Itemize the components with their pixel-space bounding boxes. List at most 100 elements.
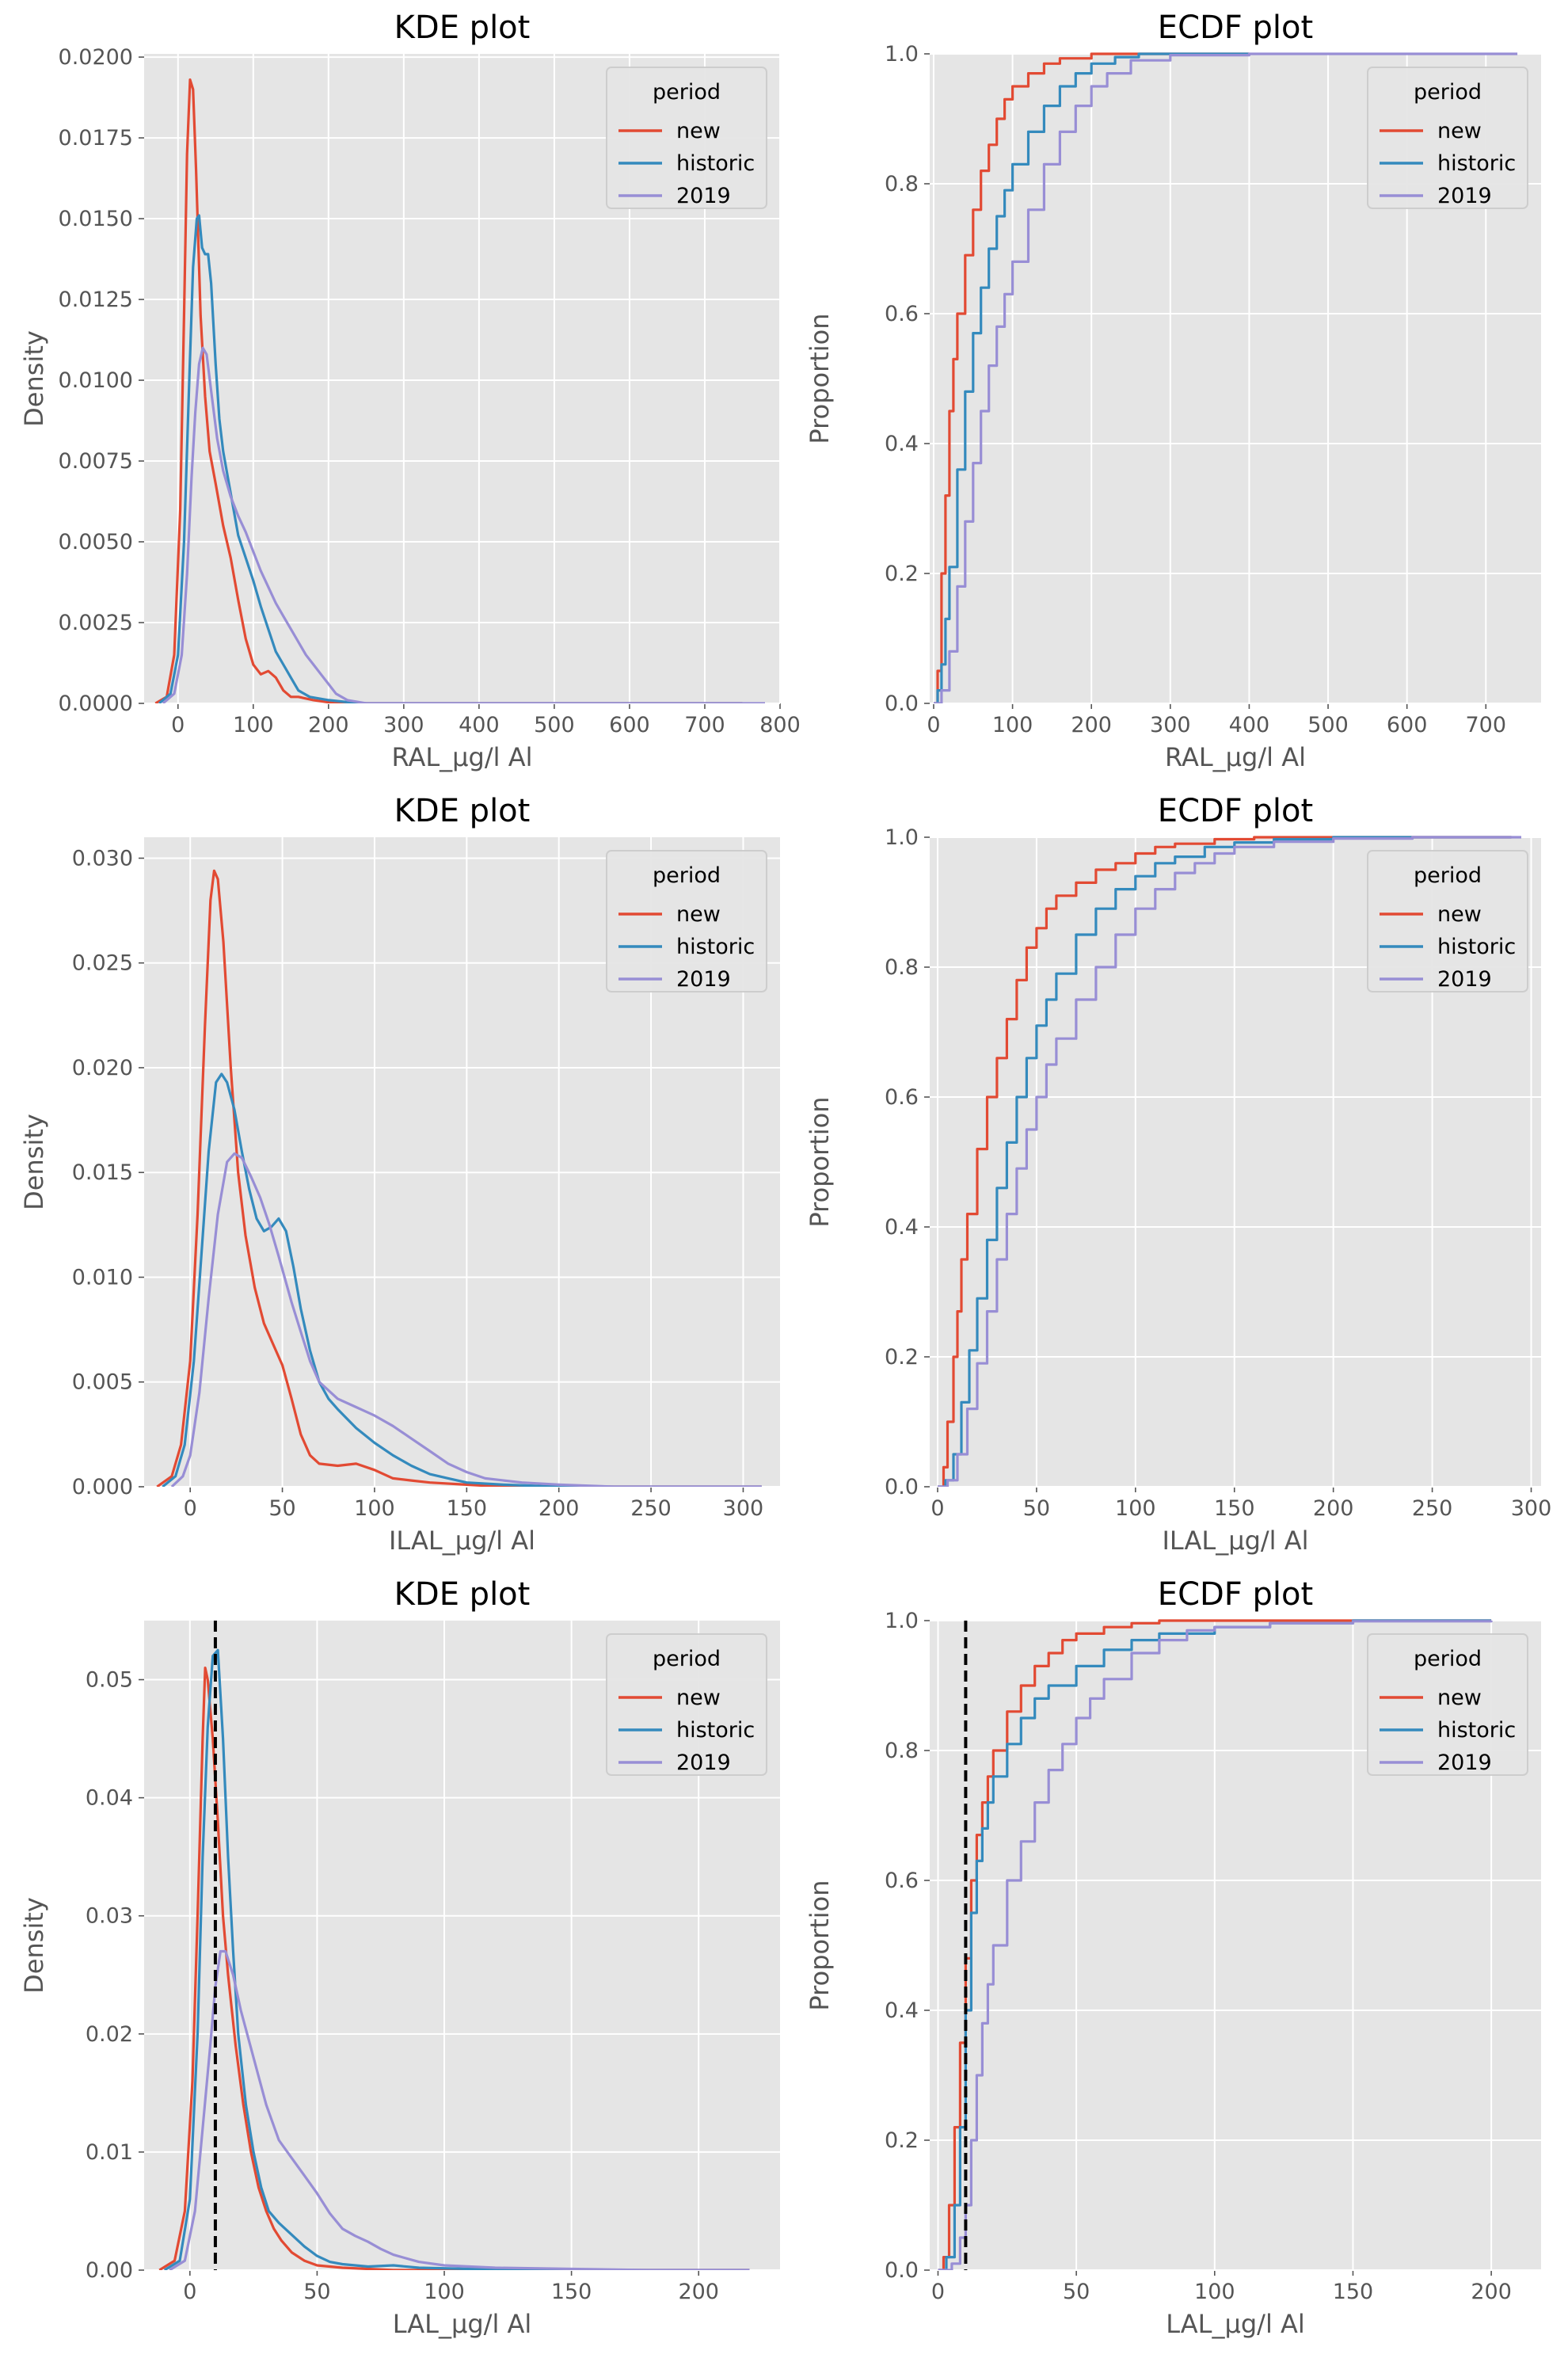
- x-tick-label: 0: [931, 1496, 944, 1521]
- y-axis-label: Proportion: [805, 1096, 835, 1227]
- x-axis-label: RAL_µg/l Al: [392, 742, 533, 772]
- legend: period new historic 2019: [1367, 67, 1528, 209]
- y-axis-label: Proportion: [805, 1880, 835, 2010]
- y-tick-label: 0.015: [72, 1160, 133, 1185]
- series-line-new: [934, 52, 1250, 703]
- y-tick-label: 0.05: [86, 1668, 133, 1693]
- y-tick-label: 0.030: [72, 846, 133, 871]
- series-line-2019: [162, 346, 765, 703]
- x-axis-label: ILAL_µg/l Al: [1162, 1526, 1308, 1556]
- x-tick-label: 400: [1229, 713, 1270, 737]
- x-tick-label: 150: [1214, 1496, 1255, 1521]
- y-tick-label: 0.2: [885, 1345, 919, 1370]
- chart-title: KDE plot: [394, 793, 531, 829]
- legend: period new historic 2019: [606, 67, 767, 209]
- x-tick-label: 100: [1115, 1496, 1156, 1521]
- y-axis-label: Density: [19, 1114, 49, 1210]
- y-tick-label: 0.2: [885, 2128, 919, 2153]
- x-tick-label: 300: [1150, 713, 1191, 737]
- series-line-2019: [938, 836, 1521, 1487]
- y-tick-label: 0.025: [72, 951, 133, 976]
- legend-title: period: [653, 80, 721, 105]
- series-line-2019: [170, 1152, 762, 1487]
- chart-title: KDE plot: [394, 1576, 531, 1613]
- y-tick-label: 0.8: [885, 1739, 919, 1763]
- chart-title: ECDF plot: [1158, 1576, 1313, 1613]
- x-tick-label: 0: [931, 2280, 945, 2304]
- legend-title: period: [1414, 80, 1482, 105]
- legend-label-2019: 2019: [1437, 967, 1492, 992]
- y-tick-label: 0.6: [885, 1869, 919, 1893]
- x-tick-label: 400: [459, 713, 500, 737]
- x-tick-label: 50: [1023, 1496, 1050, 1521]
- y-tick-label: 1.0: [885, 1609, 919, 1633]
- y-tick-label: 0.4: [885, 1998, 919, 2023]
- y-tick-label: 0.020: [72, 1056, 133, 1080]
- legend-title: period: [1414, 863, 1482, 888]
- x-tick-label: 100: [992, 713, 1033, 737]
- chart-panel-2: 0 100 200 300 400 500 600 700 0.0 0.2 0.4 0.6 0.8 1.0…: [805, 10, 1541, 772]
- y-tick-label: 0.0075: [59, 449, 133, 474]
- chart-title: KDE plot: [394, 10, 531, 46]
- chart-title: ECDF plot: [1158, 10, 1313, 46]
- x-tick-label: 500: [1307, 713, 1349, 737]
- legend-label-historic: historic: [676, 151, 755, 176]
- x-axis-label: ILAL_µg/l Al: [389, 1526, 535, 1556]
- x-tick-label: 0: [183, 2280, 196, 2304]
- y-tick-label: 0.0100: [59, 368, 133, 393]
- x-tick-label: 100: [424, 2280, 465, 2304]
- legend: period new historic 2019: [1367, 1633, 1528, 1776]
- legend-title: period: [1414, 1647, 1482, 1671]
- x-tick-label: 0: [171, 713, 185, 737]
- x-tick-label: 150: [447, 1496, 488, 1521]
- y-tick-label: 0.000: [72, 1475, 133, 1499]
- x-tick-label: 100: [233, 713, 274, 737]
- y-tick-label: 0.005: [72, 1370, 133, 1395]
- y-tick-label: 0.2: [885, 562, 919, 586]
- y-tick-label: 0.6: [885, 302, 919, 326]
- y-tick-label: 0.6: [885, 1085, 919, 1110]
- legend-box: [1367, 850, 1528, 992]
- y-tick-label: 0.02: [86, 2022, 133, 2047]
- y-tick-label: 0.8: [885, 955, 919, 980]
- x-tick-label: 200: [308, 713, 349, 737]
- x-tick-label: 200: [1313, 1496, 1354, 1521]
- legend-label-2019: 2019: [1437, 1751, 1492, 1775]
- legend-label-historic: historic: [676, 1718, 755, 1743]
- legend-label-new: new: [1437, 1686, 1482, 1710]
- y-tick-label: 0.03: [86, 1904, 133, 1929]
- x-tick-label: 300: [1511, 1496, 1552, 1521]
- chart-panel-4: 0 50 100 150 200 250 300 0.0 0.2 0.4 0.6 0.8 1.0 ECDF…: [805, 793, 1551, 1556]
- y-tick-label: 0.4: [885, 1215, 919, 1240]
- legend-box: [1367, 1633, 1528, 1776]
- series-line-new: [154, 78, 743, 703]
- series-line-new: [938, 1619, 1492, 2270]
- x-tick-label: 300: [383, 713, 424, 737]
- chart-panel-3: 0 50 100 150 200 250 300 0.000 0.005 0.010 0.015 0.…: [19, 793, 780, 1556]
- x-axis-label: LAL_µg/l Al: [1166, 2309, 1305, 2339]
- chart-panel-5: 0 50 100 150 200 0.00 0.01 0.02 0.03 0.04 0.05 KDE …: [19, 1576, 780, 2339]
- y-tick-label: 0.0200: [59, 45, 133, 70]
- y-tick-label: 0.0: [885, 1475, 919, 1499]
- legend-label-2019: 2019: [1437, 184, 1492, 208]
- y-tick-label: 0.0025: [59, 611, 133, 635]
- x-tick-label: 200: [1071, 713, 1112, 737]
- y-tick-label: 1.0: [885, 42, 919, 67]
- legend-label-historic: historic: [1437, 1718, 1516, 1743]
- y-tick-label: 1.0: [885, 825, 919, 850]
- y-tick-label: 0.0: [885, 2258, 919, 2283]
- x-tick-label: 0: [927, 713, 940, 737]
- x-tick-label: 300: [723, 1496, 764, 1521]
- legend-label-new: new: [1437, 119, 1482, 143]
- x-tick-label: 0: [184, 1496, 197, 1521]
- series-line-new: [158, 1667, 750, 2270]
- series-line-historic: [162, 1072, 762, 1487]
- x-tick-label: 150: [551, 2280, 592, 2304]
- x-tick-label: 150: [1333, 2280, 1374, 2304]
- series-line-historic: [163, 1648, 750, 2270]
- legend-label-historic: historic: [1437, 935, 1516, 959]
- x-tick-label: 250: [630, 1496, 672, 1521]
- y-axis-label: Density: [19, 330, 49, 427]
- y-tick-label: 0.00: [86, 2258, 133, 2283]
